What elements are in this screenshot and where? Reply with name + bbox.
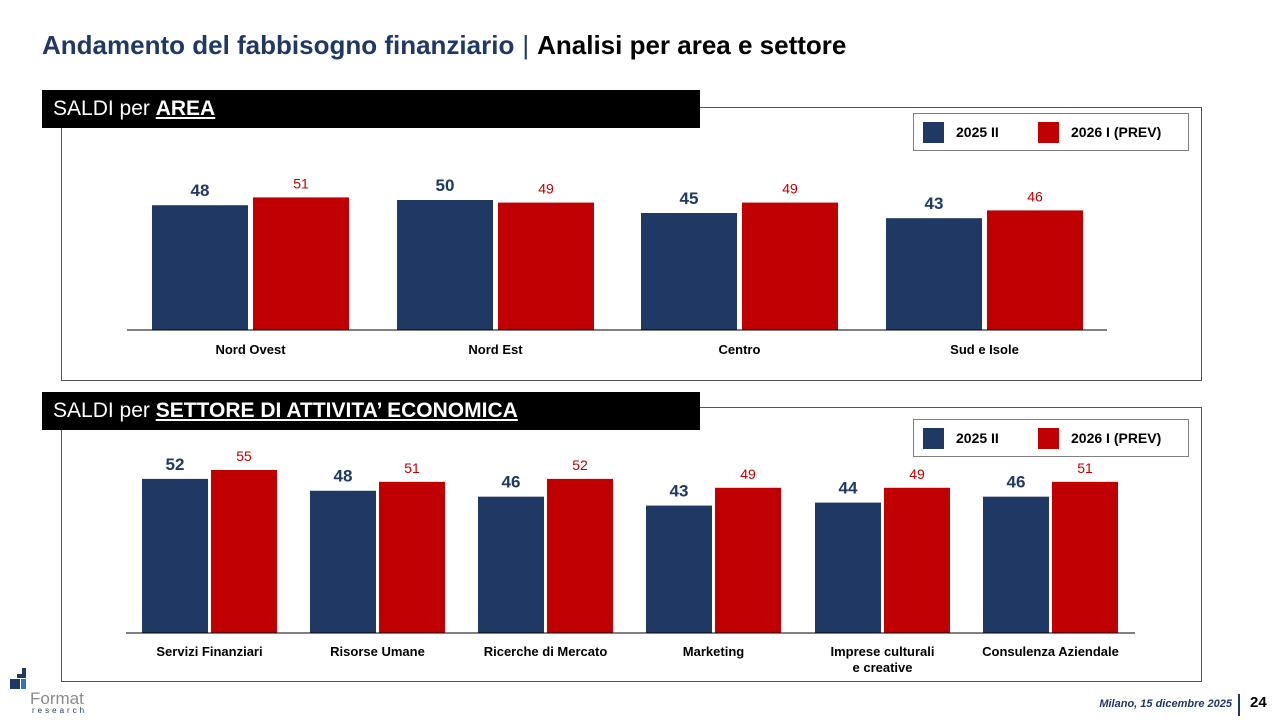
legend-item-series-b: 2026 I (PREV) [1038, 420, 1161, 456]
page-title: Andamento del fabbisogno finanziario | Ana… [42, 30, 846, 61]
footer-date: Milano, 15 dicembre 2025 [1099, 698, 1232, 710]
bar [1052, 481, 1118, 633]
bar [253, 197, 349, 330]
data-label: 43 [670, 482, 689, 501]
data-label: 51 [293, 175, 309, 191]
category-label: Ricerche di Mercato [484, 644, 608, 659]
legend-label-series-a: 2025 II [956, 430, 999, 446]
area-banner-strong: AREA [155, 97, 216, 120]
bar [310, 490, 376, 633]
data-label: 51 [404, 460, 420, 476]
sector-banner: SALDI per SETTORE DI ATTIVITA’ ECONOMICA [42, 392, 700, 430]
data-label: 48 [334, 467, 353, 486]
legend-item-series-a: 2025 II [923, 420, 999, 456]
bar [397, 200, 493, 330]
category-label: Consulenza Aziendale [982, 644, 1119, 659]
data-label: 49 [740, 466, 756, 482]
sector-legend: 2025 II 2026 I (PREV) [913, 419, 1189, 457]
category-label: Marketing [683, 644, 744, 659]
data-label: 45 [680, 189, 699, 208]
sector-chart: 52 55 Servizi Finanziari 48 51 Risorse Umane 4… [126, 448, 1135, 675]
data-label: 49 [909, 466, 925, 482]
data-label: 44 [839, 479, 858, 498]
bar [886, 218, 982, 330]
footer-separator [1238, 694, 1240, 716]
format-research-logo: Format research [10, 668, 87, 715]
bar [987, 210, 1083, 330]
data-label: 52 [572, 457, 588, 473]
legend-swatch-series-a [923, 121, 944, 143]
legend-item-series-b: 2026 I (PREV) [1038, 114, 1161, 150]
title-main: Andamento del fabbisogno finanziario [42, 30, 515, 60]
bar [715, 487, 781, 633]
bar [142, 478, 208, 633]
area-banner-prefix: SALDI per [53, 97, 156, 120]
category-label: Imprese culturali [830, 644, 934, 659]
category-label: e creative [853, 660, 913, 675]
bar [379, 481, 445, 633]
data-label: 46 [502, 473, 521, 492]
bar [641, 213, 737, 330]
area-legend: 2025 II 2026 I (PREV) [913, 113, 1189, 151]
data-label: 49 [782, 181, 798, 197]
title-separator: | [522, 30, 530, 60]
bar [983, 496, 1049, 633]
data-label: 43 [925, 194, 944, 213]
category-label: Servizi Finanziari [156, 644, 262, 659]
bar [646, 505, 712, 633]
legend-swatch-series-b [1038, 427, 1059, 449]
legend-swatch-series-b [1038, 121, 1059, 143]
bar [478, 496, 544, 633]
data-label: 49 [538, 181, 554, 197]
bar [742, 202, 838, 330]
category-label: Risorse Umane [330, 644, 425, 659]
data-label: 48 [191, 181, 210, 200]
bar [884, 487, 950, 633]
page-number: 24 [1250, 694, 1267, 711]
area-chart: 48 51 Nord Ovest 50 49 Nord Est 45 49 Centro 43 46… [127, 175, 1107, 357]
sector-banner-strong: SETTORE DI ATTIVITA’ ECONOMICA [155, 399, 518, 422]
bar [498, 202, 594, 330]
category-label: Sud e Isole [950, 342, 1019, 357]
data-label: 50 [436, 176, 455, 195]
bar [547, 478, 613, 633]
legend-item-series-a: 2025 II [923, 114, 999, 150]
area-banner: SALDI per AREA [42, 90, 700, 128]
data-label: 51 [1077, 460, 1093, 476]
data-label: 46 [1027, 188, 1043, 204]
logo-name: Format [30, 689, 84, 708]
bar [211, 470, 277, 633]
bar [815, 502, 881, 633]
legend-label-series-b: 2026 I (PREV) [1071, 430, 1162, 446]
sector-banner-prefix: SALDI per [53, 399, 156, 422]
category-label: Centro [719, 342, 761, 357]
bar [152, 205, 248, 330]
category-label: Nord Ovest [215, 342, 286, 357]
category-label: Nord Est [468, 342, 523, 357]
data-label: 52 [166, 455, 185, 474]
data-label: 46 [1007, 473, 1026, 492]
logo-mark-icon [10, 668, 26, 689]
legend-swatch-series-a [923, 427, 944, 449]
data-label: 55 [236, 448, 252, 464]
logo-tagline: research [32, 706, 87, 715]
title-sub: Analisi per area e settore [537, 30, 847, 60]
legend-label-series-a: 2025 II [956, 124, 999, 140]
legend-label-series-b: 2026 I (PREV) [1071, 124, 1162, 140]
